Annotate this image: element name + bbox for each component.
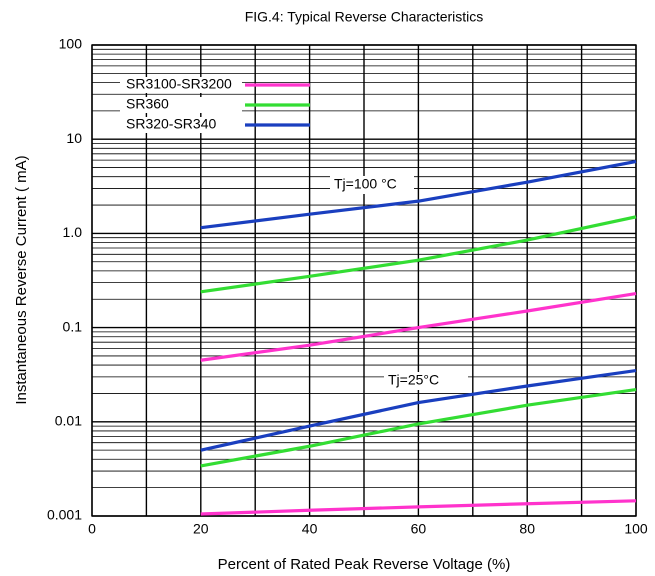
y-axis-label: Instantaneous Reverse Current ( mA) <box>13 155 30 404</box>
x-tick-label: 100 <box>624 521 648 537</box>
series-line <box>200 215 637 294</box>
annotation-bg <box>330 176 414 194</box>
legend-bg <box>120 117 242 133</box>
x-tick-label: 0 <box>88 521 96 537</box>
legend-bg <box>120 97 242 113</box>
series-line <box>200 159 637 230</box>
x-tick-label: 20 <box>193 521 209 537</box>
series-line <box>200 387 637 468</box>
y-tick-label: 0.01 <box>55 413 82 429</box>
y-tick-label: 0.001 <box>47 507 82 523</box>
legend-label: SR360 <box>126 96 169 112</box>
y-tick-label: 1.0 <box>63 224 83 240</box>
legend-label: SR3100-SR3200 <box>126 76 232 92</box>
y-tick-label: 0.1 <box>63 318 83 334</box>
series-line <box>200 291 637 362</box>
chart-title: FIG.4: Typical Reverse Characteristics <box>245 9 484 25</box>
legend-label: SR320-SR340 <box>126 116 216 132</box>
x-tick-label: 80 <box>519 521 535 537</box>
y-tick-label: 100 <box>59 36 83 52</box>
y-tick-label: 10 <box>66 130 82 146</box>
annotation: Tj=25°C <box>388 372 439 388</box>
series-line <box>200 499 637 516</box>
annotation-bg <box>384 372 468 390</box>
x-tick-label: 60 <box>411 521 427 537</box>
x-axis-label: Percent of Rated Peak Reverse Voltage (%… <box>218 556 511 573</box>
x-tick-label: 40 <box>302 521 318 537</box>
series-line <box>200 368 637 452</box>
annotation: Tj=100 °C <box>334 176 397 192</box>
legend-bg <box>120 77 242 93</box>
